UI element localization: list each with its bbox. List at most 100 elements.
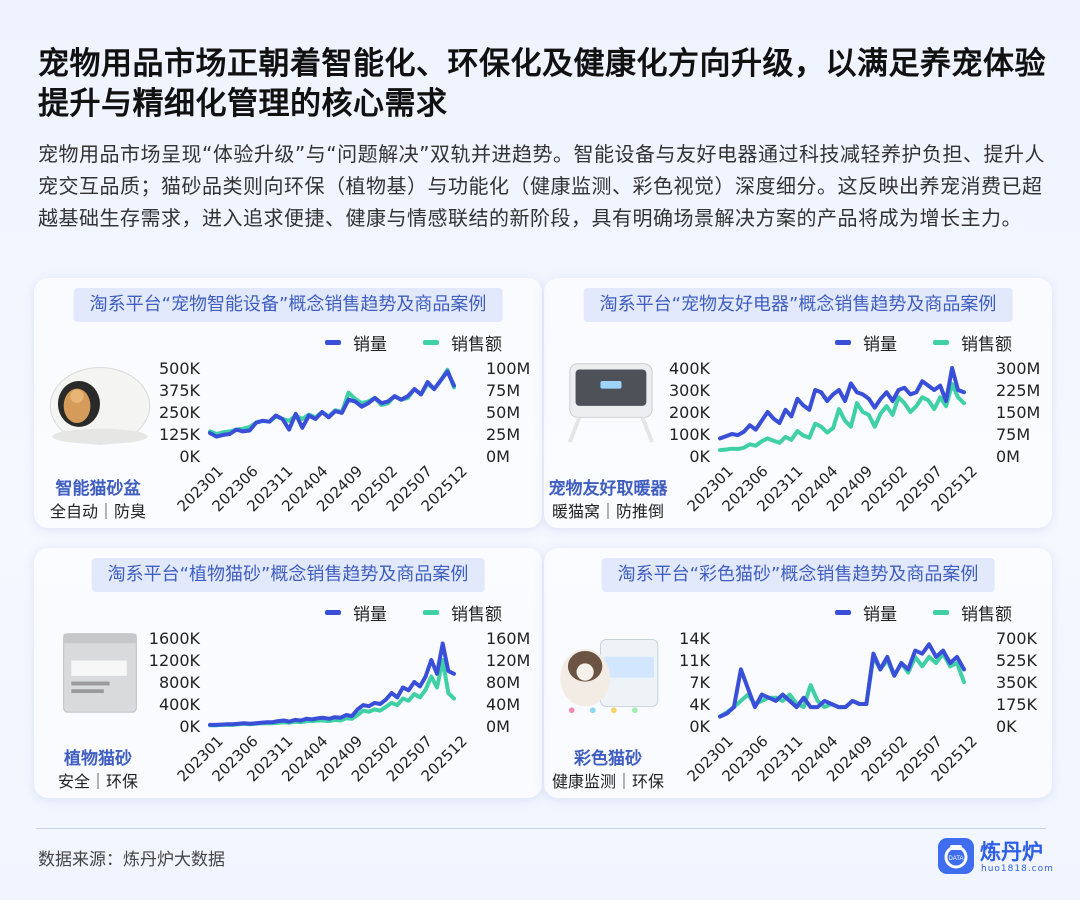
legend-item-volume: 销量 bbox=[325, 600, 387, 625]
line-chart: 14K11K7K4K0K700K525K350K175K0K2023012023… bbox=[679, 629, 1038, 785]
y-left-tick-label: 200K bbox=[669, 403, 711, 422]
y-right-tick-label: 40M bbox=[486, 695, 520, 714]
y-right-tick-label: 120M bbox=[486, 651, 530, 670]
legend-swatch bbox=[325, 610, 341, 615]
y-left-tick-label: 100K bbox=[669, 425, 711, 444]
y-left-tick-label: 300K bbox=[669, 381, 711, 400]
y-right-tick-label: 0M bbox=[486, 447, 510, 466]
legend-item-volume: 销量 bbox=[835, 600, 897, 625]
y-right-tick-label: 75M bbox=[486, 381, 520, 400]
y-right-tick-label: 150M bbox=[996, 403, 1040, 422]
legend-item-volume: 销量 bbox=[835, 330, 897, 355]
cat-litter-bag-image bbox=[63, 633, 137, 713]
y-left-tick-label: 500K bbox=[159, 359, 201, 378]
y-left-tick-label: 400K bbox=[669, 359, 711, 378]
series-line-sales bbox=[718, 382, 966, 453]
y-right-tick-label: 75M bbox=[996, 425, 1030, 444]
legend-label: 销量 bbox=[863, 605, 897, 625]
chart-legend: 销量 销售额 bbox=[325, 330, 502, 355]
legend-item-sales: 销售额 bbox=[423, 600, 502, 625]
legend-label: 销售额 bbox=[961, 335, 1012, 355]
y-right-tick-label: 225M bbox=[996, 381, 1040, 400]
product-tags: 健康监测｜环保 bbox=[551, 772, 664, 791]
line-chart: 500K375K250K125K0K100M75M50M25M0M2023012… bbox=[159, 359, 530, 515]
y-right-tick-label: 80M bbox=[486, 673, 520, 692]
legend-swatch bbox=[325, 340, 341, 345]
y-right-tick-label: 175K bbox=[996, 695, 1038, 714]
y-right-tick-label: 700K bbox=[996, 629, 1038, 648]
y-right-tick-label: 0M bbox=[486, 717, 510, 736]
legend-label: 销量 bbox=[863, 335, 897, 355]
series-line-volume bbox=[208, 641, 456, 727]
chart-legend: 销量 销售额 bbox=[325, 600, 502, 625]
chart-panel-smart-devices: 淘系平台“宠物智能设备”概念销售趋势及商品案例 销量 销售额智能猫砂盆全自动｜防臭… bbox=[34, 278, 542, 528]
brand-logo: DATA 炼丹炉 huo1818.com bbox=[938, 836, 1053, 880]
legend-label: 销售额 bbox=[451, 605, 502, 625]
logo-icon: DATA bbox=[938, 838, 974, 874]
y-right-tick-label: 300M bbox=[996, 359, 1040, 378]
data-source: 数据来源：炼丹炉大数据 bbox=[38, 850, 225, 870]
y-left-tick-label: 250K bbox=[159, 403, 201, 422]
y-left-tick-label: 0K bbox=[689, 447, 710, 466]
y-right-tick-label: 160M bbox=[486, 629, 530, 648]
y-left-tick-label: 125K bbox=[159, 425, 201, 444]
y-right-tick-label: 525K bbox=[996, 651, 1038, 670]
y-left-tick-label: 0K bbox=[689, 717, 710, 736]
chart-title: 淘系平台“彩色猫砂”概念销售趋势及商品案例 bbox=[601, 558, 995, 592]
y-left-tick-label: 375K bbox=[159, 381, 201, 400]
product-name: 彩色猫砂 bbox=[574, 749, 642, 769]
heater-image bbox=[568, 363, 654, 443]
chart-panel-plant-cat-litter: 淘系平台“植物猫砂”概念销售趋势及商品案例 销量 销售额植物猫砂安全｜环保 1600… bbox=[34, 548, 542, 798]
legend-item-sales: 销售额 bbox=[933, 330, 1012, 355]
y-right-tick-label: 100M bbox=[486, 359, 530, 378]
product-name: 智能猫砂盆 bbox=[55, 479, 141, 499]
legend-label: 销量 bbox=[353, 605, 387, 625]
legend-swatch bbox=[933, 340, 949, 345]
chart-title: 淘系平台“植物猫砂”概念销售趋势及商品案例 bbox=[91, 558, 485, 592]
product-name: 宠物友好取暖器 bbox=[548, 479, 668, 499]
y-left-tick-label: 7K bbox=[689, 673, 710, 692]
y-right-tick-label: 350K bbox=[996, 673, 1038, 692]
legend-label: 销量 bbox=[353, 335, 387, 355]
chart-title: 淘系平台“宠物友好电器”概念销售趋势及商品案例 bbox=[583, 288, 1013, 322]
y-left-tick-label: 0K bbox=[179, 717, 200, 736]
y-right-tick-label: 25M bbox=[486, 425, 520, 444]
legend-item-volume: 销量 bbox=[325, 330, 387, 355]
brand-url: huo1818.com bbox=[981, 864, 1054, 874]
legend-item-sales: 销售额 bbox=[423, 330, 502, 355]
y-left-tick-label: 400K bbox=[159, 695, 201, 714]
footer-divider bbox=[36, 828, 1046, 829]
brand-name: 炼丹炉 bbox=[980, 840, 1043, 864]
chart-title: 淘系平台“宠物智能设备”概念销售趋势及商品案例 bbox=[73, 288, 503, 322]
product-tags: 全自动｜防臭 bbox=[49, 502, 146, 521]
y-right-tick-label: 0M bbox=[996, 447, 1020, 466]
page-title: 宠物用品市场正朝着智能化、环保化及健康化方向升级，以满足养宠体验提升与精细化管理… bbox=[38, 46, 1046, 122]
logo-mark-text: DATA bbox=[948, 856, 963, 862]
y-left-tick-label: 1200K bbox=[149, 651, 201, 670]
series-line-volume bbox=[718, 642, 966, 719]
y-left-tick-label: 1600K bbox=[149, 629, 201, 648]
legend-swatch bbox=[835, 340, 851, 345]
series-line-volume bbox=[718, 366, 966, 441]
legend-swatch bbox=[423, 610, 439, 615]
product-tags: 安全｜环保 bbox=[57, 772, 138, 791]
legend-item-sales: 销售额 bbox=[933, 600, 1012, 625]
legend-label: 销售额 bbox=[451, 335, 502, 355]
line-chart: 400K300K200K100K0K300M225M150M75M0M20230… bbox=[669, 359, 1040, 515]
cat-litter-box-image bbox=[49, 367, 151, 445]
series-line-sales bbox=[208, 658, 456, 728]
y-left-tick-label: 14K bbox=[679, 629, 710, 648]
series-line-sales bbox=[208, 367, 456, 436]
chart-legend: 销量 销售额 bbox=[835, 600, 1012, 625]
y-left-tick-label: 0K bbox=[179, 447, 200, 466]
y-left-tick-label: 4K bbox=[689, 695, 710, 714]
product-name: 植物猫砂 bbox=[64, 749, 132, 769]
line-chart: 1600K1200K800K400K0K160M120M80M40M0M2023… bbox=[149, 629, 531, 785]
chart-legend: 销量 销售额 bbox=[835, 330, 1012, 355]
legend-swatch bbox=[933, 610, 949, 615]
chart-panel-pet-friendly-appliances: 淘系平台“宠物友好电器”概念销售趋势及商品案例 销量 销售额 宠物友好取暖器 暖猫窝｜… bbox=[544, 278, 1052, 528]
page-description: 宠物用品市场呈现“体验升级”与“问题解决”双轨并进趋势。智能设备与友好电器通过科… bbox=[38, 142, 1045, 230]
y-right-tick-label: 0K bbox=[996, 717, 1017, 736]
series-line-volume bbox=[208, 369, 456, 439]
colorful-cat-litter-image bbox=[560, 639, 659, 714]
